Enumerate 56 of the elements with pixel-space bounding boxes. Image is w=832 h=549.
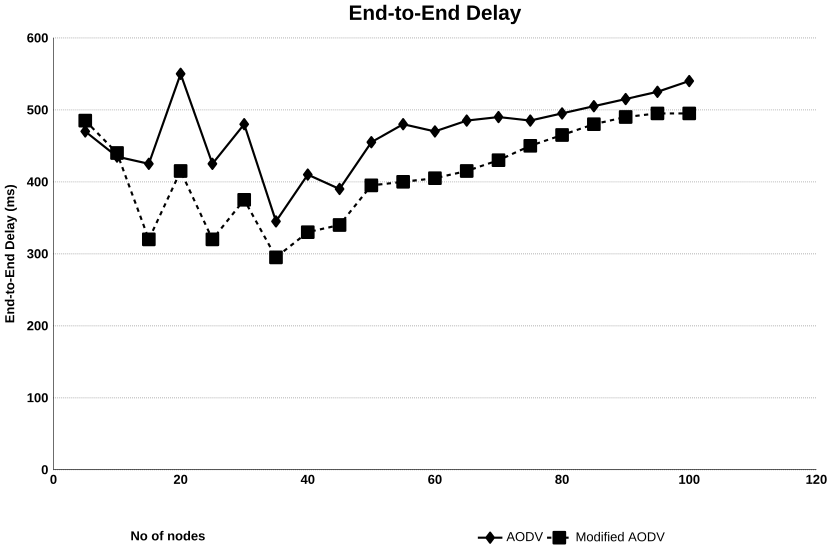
x-tick-label: 0: [50, 474, 57, 484]
point: [430, 125, 440, 138]
point: [300, 225, 315, 239]
point: [589, 100, 599, 112]
point: [364, 178, 378, 192]
x-axis-title: No of nodes: [131, 530, 205, 540]
point: [428, 171, 442, 185]
point: [462, 114, 472, 127]
point: [652, 86, 662, 98]
point: [332, 218, 346, 232]
y-tick-label: 500: [27, 105, 48, 114]
point: [525, 114, 536, 127]
point: [587, 117, 601, 131]
point: [494, 110, 504, 124]
point: [144, 158, 154, 170]
legend-label: AODV: [506, 532, 544, 542]
point: [557, 107, 567, 120]
y-axis-title: End-to-End Delay (ms): [4, 184, 17, 322]
point: [460, 164, 474, 178]
point: [523, 138, 538, 153]
point: [269, 250, 283, 264]
x-tick-label: 120: [806, 474, 827, 484]
point: [396, 174, 410, 189]
point: [492, 153, 506, 167]
point: [271, 215, 281, 228]
point: [398, 118, 408, 130]
legend-label: Modified AODV: [576, 532, 665, 542]
point: [684, 74, 694, 88]
point: [208, 158, 218, 170]
y-tick-label: 400: [26, 177, 48, 186]
point: [142, 232, 156, 246]
x-tick-label: 80: [555, 474, 569, 484]
point: [366, 136, 376, 148]
y-tick-label: 0: [42, 465, 48, 474]
y-tick-label: 600: [27, 33, 48, 42]
point: [174, 164, 188, 178]
chart-title: End-to-End Delay: [350, 4, 522, 24]
point: [206, 232, 220, 246]
point: [239, 118, 250, 130]
point: [555, 128, 569, 142]
point: [176, 68, 186, 80]
point: [682, 106, 696, 120]
x-tick-label: 60: [428, 474, 442, 484]
point: [302, 168, 313, 181]
y-tick-label: 100: [28, 393, 48, 402]
y-tick-label: 300: [27, 249, 48, 258]
x-tick-label: 100: [679, 474, 700, 484]
y-tick-label: 200: [27, 321, 48, 330]
point: [237, 192, 252, 207]
x-tick-label: 40: [300, 474, 314, 484]
x-tick-label: 20: [174, 474, 188, 484]
point: [620, 92, 631, 106]
point: [618, 110, 633, 124]
point: [650, 106, 664, 120]
point: [78, 114, 92, 128]
point: [334, 182, 344, 196]
